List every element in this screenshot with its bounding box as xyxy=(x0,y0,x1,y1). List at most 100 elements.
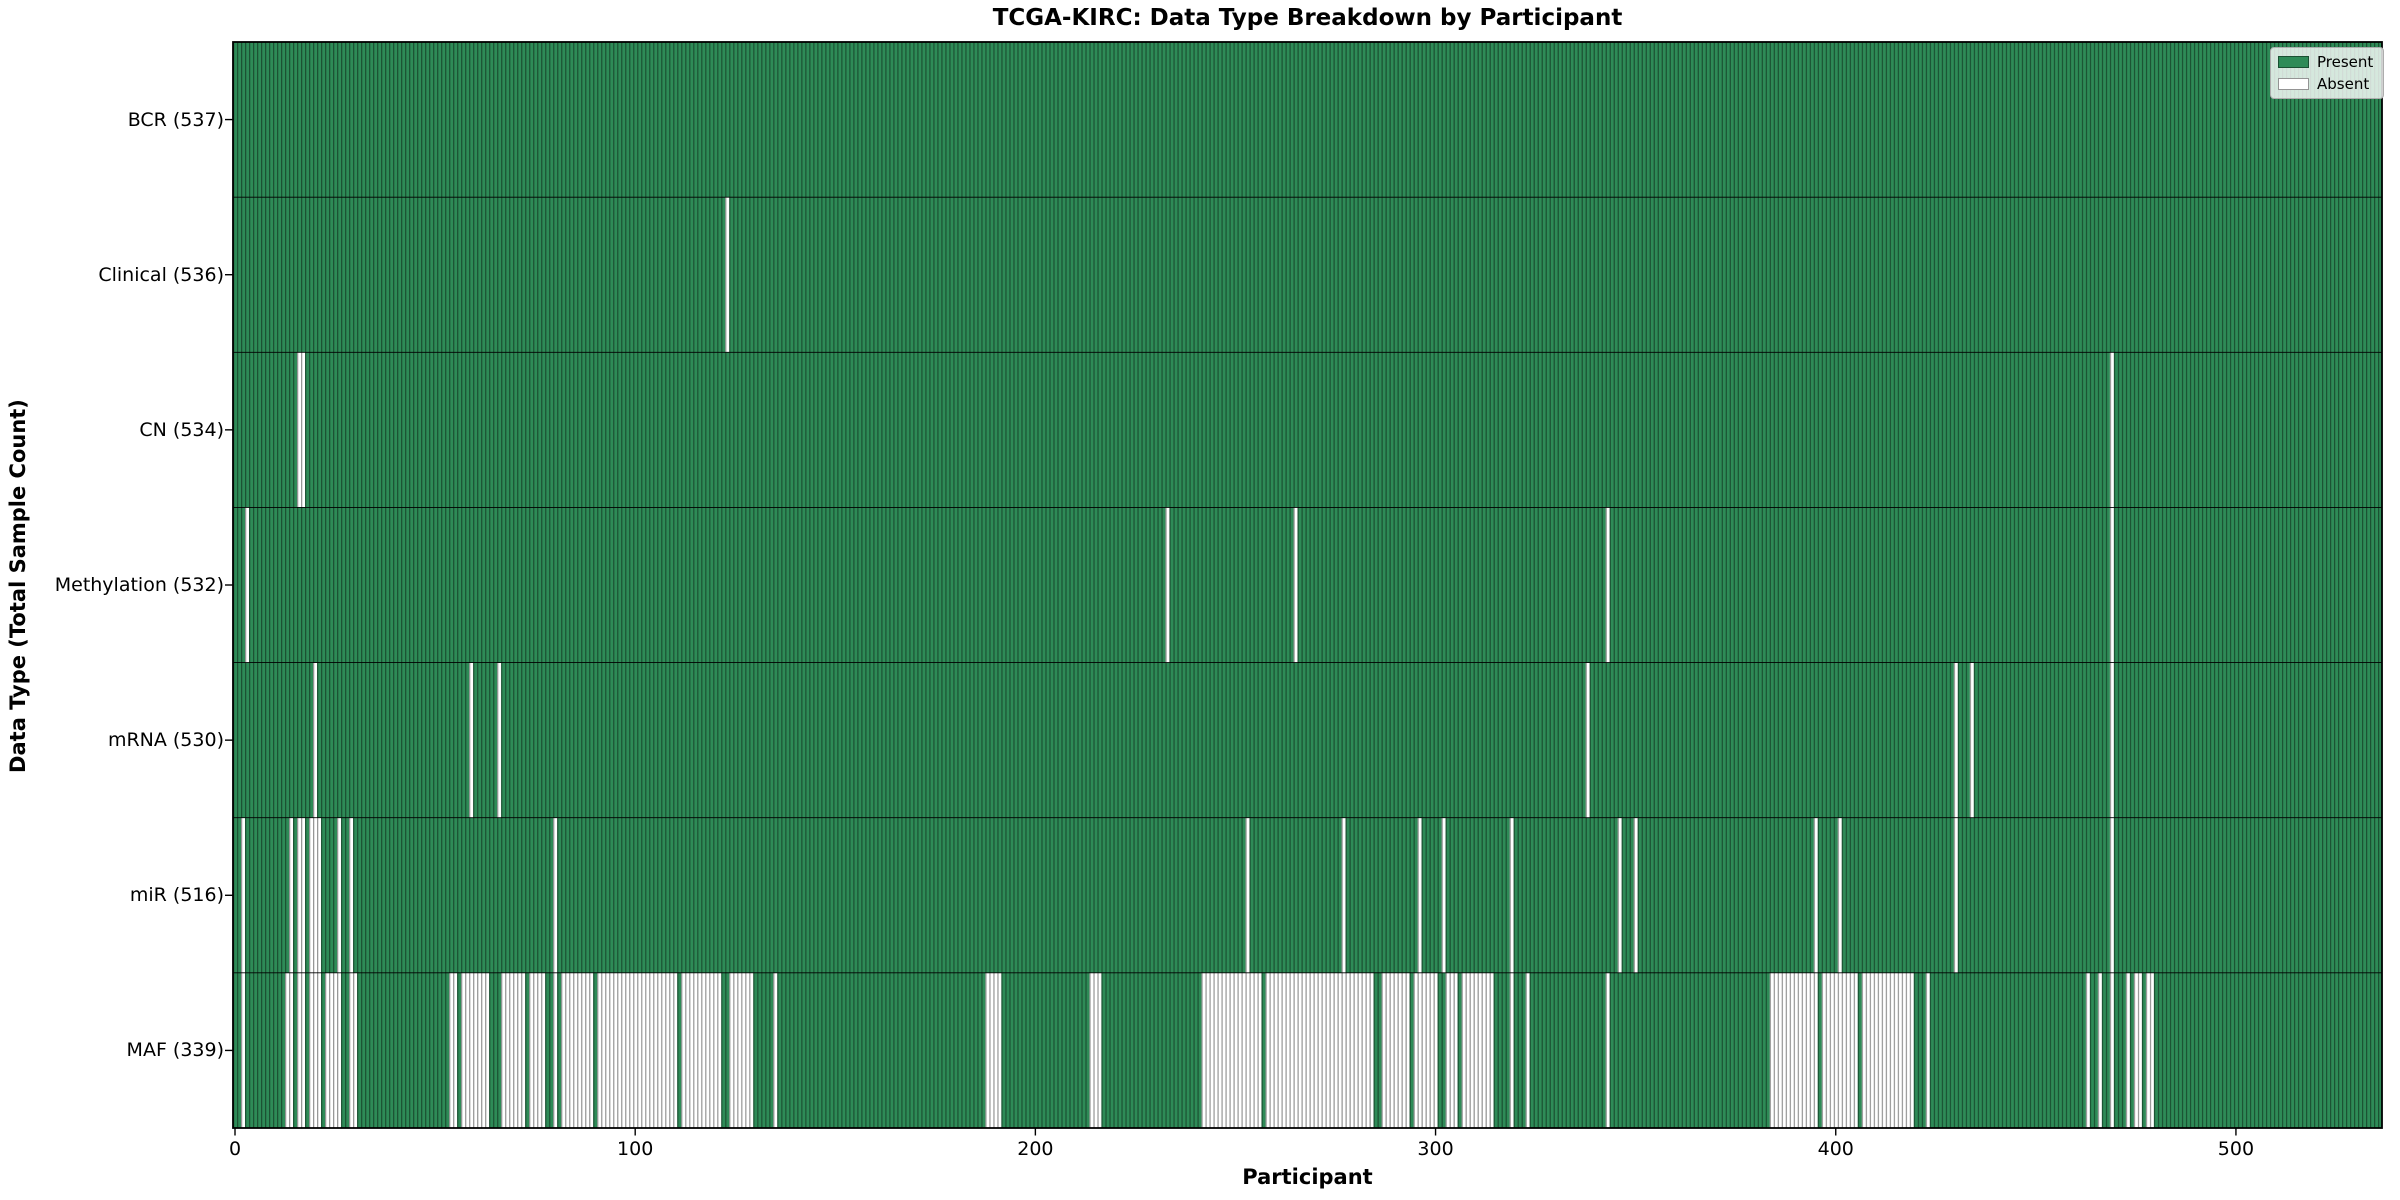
x-tick-label: 0 xyxy=(228,1138,242,1160)
absent-segment xyxy=(1617,817,1622,973)
absent-segment xyxy=(309,817,322,973)
absent-segment xyxy=(1341,817,1346,973)
absent-segment xyxy=(2109,507,2114,663)
absent-segment xyxy=(1925,972,1930,1128)
absent-segment xyxy=(1525,972,1530,1128)
absent-segment xyxy=(1821,972,1858,1128)
absent-segment xyxy=(497,662,502,818)
legend-item-absent: Absent xyxy=(2278,75,2373,93)
absent-segment xyxy=(1813,817,1818,973)
absent-segment xyxy=(349,817,354,973)
absent-segment xyxy=(297,817,306,973)
absent-segment xyxy=(1953,817,1958,973)
legend-present-label: Present xyxy=(2317,53,2374,71)
absent-segment xyxy=(1413,972,1438,1128)
legend-absent-label: Absent xyxy=(2317,75,2370,93)
absent-segment xyxy=(1605,972,1610,1128)
absent-segment xyxy=(729,972,754,1128)
absent-segment xyxy=(2125,972,2130,1128)
absent-segment xyxy=(1633,817,1638,973)
absent-segment xyxy=(289,817,294,973)
absent-segment xyxy=(1381,972,1410,1128)
y-tick-label: MAF (339) xyxy=(126,1039,224,1062)
y-tick-label: CN (534) xyxy=(139,418,224,441)
absent-segment xyxy=(1769,972,1818,1128)
absent-segment xyxy=(1953,662,1958,818)
absent-segment xyxy=(1605,507,1610,663)
x-tick-label: 200 xyxy=(1017,1138,1054,1160)
absent-segment xyxy=(1417,817,1422,973)
absent-segment xyxy=(553,817,558,973)
absent-segment xyxy=(2085,972,2090,1128)
row-methylation xyxy=(233,507,2382,663)
absent-segment xyxy=(1201,972,1262,1128)
absent-segment xyxy=(1509,817,1514,973)
absent-segment xyxy=(349,972,358,1128)
absent-segment xyxy=(241,817,246,973)
absent-segment xyxy=(773,972,778,1128)
data-rows xyxy=(233,42,2382,1128)
absent-segment xyxy=(1441,817,1446,973)
absent-segment xyxy=(985,972,1002,1128)
absent-segment xyxy=(337,817,342,973)
absent-segment xyxy=(1969,662,1974,818)
absent-segment xyxy=(1265,972,1374,1128)
absent-segment xyxy=(1461,972,1494,1128)
absent-segment xyxy=(2097,972,2102,1128)
row-separators xyxy=(233,196,2382,974)
row-mrna xyxy=(233,662,2382,818)
absent-segment xyxy=(681,972,722,1128)
absent-segment xyxy=(529,972,546,1128)
absent-swatch xyxy=(2278,78,2309,90)
absent-segment xyxy=(1245,817,1250,973)
absent-segment xyxy=(297,972,306,1128)
absent-segment xyxy=(449,972,458,1128)
x-axis-label: Participant xyxy=(1242,1165,1373,1189)
absent-segment xyxy=(1509,972,1514,1128)
absent-segment xyxy=(1089,972,1102,1128)
absent-segment xyxy=(2145,972,2154,1128)
row-cn xyxy=(233,352,2382,508)
absent-segment xyxy=(2109,662,2114,818)
absent-segment xyxy=(325,972,342,1128)
legend: Present Absent xyxy=(2270,47,2385,99)
y-axis-label: Data Type (Total Sample Count) xyxy=(6,399,30,773)
y-tick-label: miR (516) xyxy=(129,884,224,907)
absent-segment xyxy=(2133,972,2142,1128)
absent-segment xyxy=(1293,507,1298,663)
legend-item-present: Present xyxy=(2278,53,2373,71)
absent-segment xyxy=(2109,972,2114,1128)
absent-segment xyxy=(1445,972,1458,1128)
absent-segment xyxy=(309,972,322,1128)
y-tick-label: Methylation (532) xyxy=(54,574,224,596)
y-tick-label: mRNA (530) xyxy=(107,729,224,752)
x-tick-label: 500 xyxy=(2217,1138,2255,1160)
absent-segment xyxy=(469,662,474,818)
absent-segment xyxy=(1861,972,1914,1128)
x-tick-label: 300 xyxy=(1417,1138,1454,1160)
y-tick-label: BCR (537) xyxy=(127,108,224,131)
chart-title: TCGA-KIRC: Data Type Breakdown by Partic… xyxy=(992,5,1623,31)
absent-segment xyxy=(1837,817,1842,973)
present-swatch xyxy=(2278,56,2309,68)
absent-segment xyxy=(313,662,318,818)
absent-segment xyxy=(553,972,558,1128)
absent-segment xyxy=(725,197,730,353)
plot-frame xyxy=(232,41,2383,1129)
row-clinical xyxy=(233,197,2382,353)
absent-segment xyxy=(2109,352,2114,508)
absent-segment xyxy=(501,972,526,1128)
absent-segment xyxy=(1585,662,1590,818)
absent-segment xyxy=(285,972,294,1128)
y-tick-label: Clinical (536) xyxy=(98,263,224,286)
absent-segment xyxy=(597,972,678,1128)
row-bcr xyxy=(233,42,2382,198)
axis-ticks xyxy=(225,118,2237,1136)
absent-segment xyxy=(297,352,306,508)
absent-segment xyxy=(241,972,246,1128)
row-mir xyxy=(233,817,2382,973)
absent-segment xyxy=(1165,507,1170,663)
absent-segment xyxy=(561,972,594,1128)
